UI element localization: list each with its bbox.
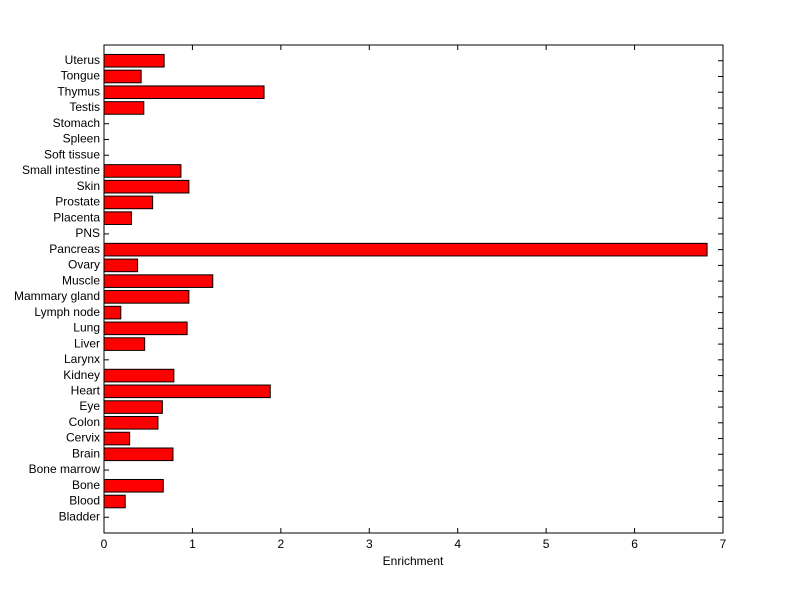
bar — [103, 478, 164, 493]
bar — [103, 321, 188, 336]
y-tick-label: Small intestine — [22, 163, 100, 177]
bar — [103, 384, 271, 399]
y-tick-label: Cervix — [66, 431, 100, 445]
x-tick-label: 4 — [454, 537, 461, 551]
x-tick-label: 5 — [543, 537, 550, 551]
y-tick-label: Testis — [69, 100, 100, 114]
bar — [103, 164, 182, 178]
bar — [103, 258, 139, 273]
x-tick-label: 0 — [101, 537, 108, 551]
x-tick-label: 1 — [189, 537, 196, 551]
y-tick-label: Bone marrow — [29, 462, 101, 476]
y-tick-label: Liver — [74, 336, 100, 350]
y-tick-label: Tongue — [61, 69, 101, 83]
bar — [103, 195, 154, 210]
y-tick-label: Placenta — [53, 210, 100, 224]
y-tick-label: Larynx — [64, 352, 100, 366]
y-tick-label: Prostate — [55, 195, 100, 209]
bar — [103, 400, 163, 414]
y-tick-label: Soft tissue — [44, 147, 100, 161]
y-tick-label: Mammary gland — [14, 289, 100, 303]
bar — [103, 85, 265, 100]
y-tick-label: Pancreas — [49, 242, 100, 256]
y-tick-label: Eye — [79, 399, 100, 413]
bar — [103, 494, 126, 509]
y-tick-label: PNS — [75, 226, 100, 240]
bar — [103, 53, 165, 68]
x-tick-label: 6 — [631, 537, 638, 551]
y-tick-label: Heart — [71, 383, 101, 397]
y-tick-label: Spleen — [63, 132, 100, 146]
bar — [103, 274, 214, 288]
y-tick-label: Brain — [72, 446, 100, 460]
bar — [103, 179, 190, 194]
y-tick-label: Kidney — [63, 368, 100, 382]
x-tick-label: 3 — [366, 537, 373, 551]
y-tick-label: Colon — [69, 415, 100, 429]
y-tick-label: Muscle — [62, 273, 100, 287]
y-tick-label: Uterus — [65, 53, 100, 67]
bar — [103, 69, 142, 84]
y-tick-label: Bladder — [59, 509, 100, 523]
x-axis-label: Enrichment — [383, 554, 444, 568]
bar — [103, 211, 132, 225]
bar — [103, 431, 131, 446]
y-tick-label: Thymus — [57, 84, 100, 98]
bar — [103, 416, 159, 430]
y-tick-label: Blood — [69, 494, 100, 508]
bar — [103, 101, 145, 115]
x-tick-label: 7 — [720, 537, 727, 551]
bar — [103, 290, 190, 304]
y-tick-label: Skin — [77, 179, 100, 193]
bar — [103, 305, 122, 320]
y-tick-label: Lung — [73, 321, 100, 335]
bar — [103, 337, 146, 351]
y-tick-label: Ovary — [68, 258, 100, 272]
y-tick-label: Stomach — [53, 116, 100, 130]
x-tick-label: 2 — [278, 537, 285, 551]
bar — [103, 242, 708, 257]
y-tick-label: Lymph node — [34, 305, 100, 319]
bar — [103, 368, 175, 383]
y-tick-label: Bone — [72, 478, 100, 492]
bar — [103, 447, 174, 462]
plot-frame — [103, 44, 724, 534]
